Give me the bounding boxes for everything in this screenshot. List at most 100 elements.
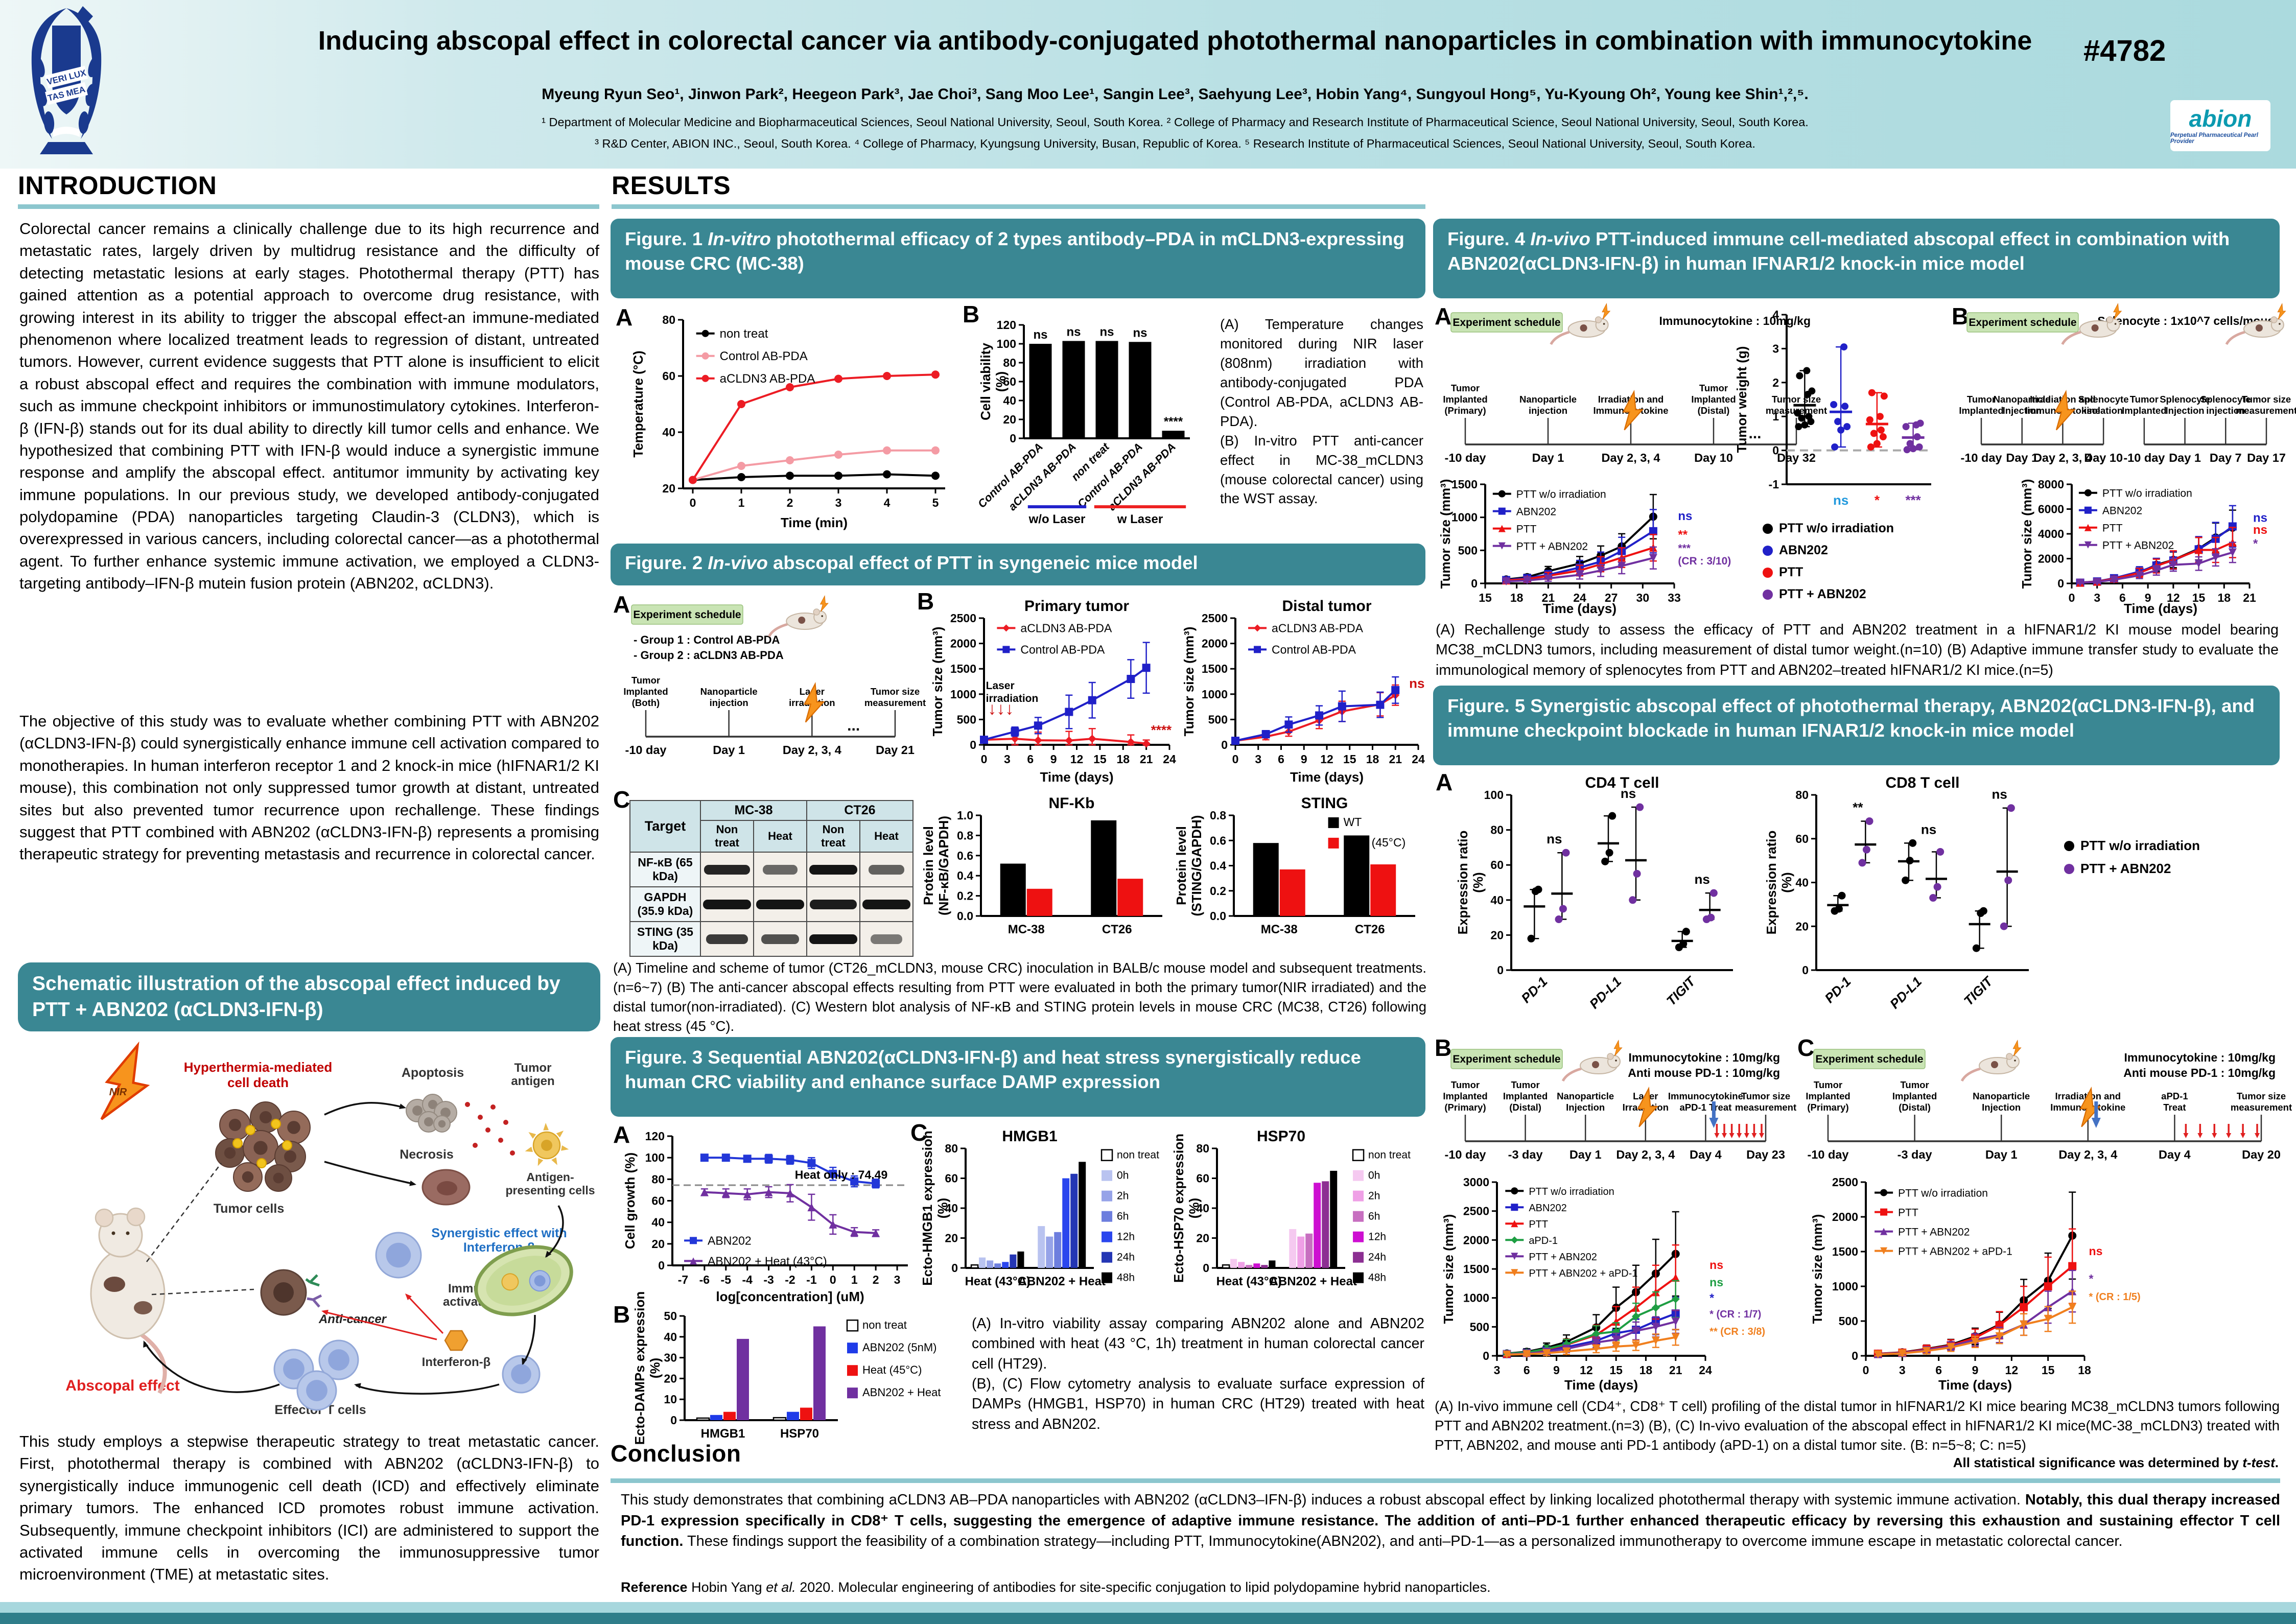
svg-text:CT26: CT26	[1355, 923, 1385, 936]
svg-text:Tumor size: Tumor size	[2237, 1091, 2286, 1101]
svg-text:PD-1: PD-1	[1821, 974, 1854, 1006]
figure1-temperature-chart: 20 40 60 80 Temperature (°C) Time (min) 0 1 2 3 4 5…	[629, 312, 956, 534]
svg-text:ns: ns	[1992, 787, 2007, 802]
svg-text:Tumor size (mm³): Tumor size (mm³)	[2019, 479, 2034, 589]
svg-text:500: 500	[957, 713, 976, 726]
svg-text:Tumor size (mm³): Tumor size (mm³)	[1810, 1214, 1825, 1324]
svg-text:Experiment schedule: Experiment schedule	[1452, 317, 1560, 328]
svg-text:15: 15	[1093, 752, 1107, 766]
svg-text:-1: -1	[806, 1273, 817, 1286]
svg-text:2000: 2000	[1463, 1233, 1489, 1246]
svg-text:measurement: measurement	[1735, 1102, 1796, 1113]
svg-text:18: 18	[2078, 1363, 2091, 1377]
svg-text:Tumor: Tumor	[1451, 1079, 1480, 1090]
figure1-viability-chart: 0 20 40 60 80 100 120 Cell viability (%) ns Contro…	[975, 305, 1194, 542]
svg-text:Tumor size (mm³): Tumor size (mm³)	[930, 627, 945, 737]
svg-text:PTT + ABN202: PTT + ABN202	[1516, 541, 1588, 553]
svg-text:Anti mouse PD-1 : 10mg/kg: Anti mouse PD-1 : 10mg/kg	[1628, 1066, 1780, 1079]
svg-text:0: 0	[951, 1261, 958, 1275]
svg-text:-7: -7	[678, 1273, 688, 1286]
svg-text:Immunocytokine: Immunocytokine	[1668, 1091, 1743, 1101]
svg-text:Time (days): Time (days)	[1564, 1377, 1638, 1393]
svg-text:1000: 1000	[1202, 688, 1228, 701]
legend-item: PTT	[1763, 565, 1936, 580]
svg-text:Injection: Injection	[1982, 1102, 2021, 1113]
svg-text:aPD-1: aPD-1	[1529, 1235, 1558, 1246]
svg-text:Control AB-PDA: Control AB-PDA	[1272, 643, 1356, 656]
svg-text:20: 20	[945, 1232, 958, 1245]
figure5-panelC-label: C	[1797, 1034, 1815, 1061]
svg-text:Immunocytokine : 10mg/kg: Immunocytokine : 10mg/kg	[1628, 1051, 1780, 1064]
svg-text:Day 1: Day 1	[1569, 1148, 1602, 1161]
svg-text:2000: 2000	[950, 637, 976, 650]
svg-text:0.0: 0.0	[1210, 909, 1226, 923]
svg-text:Time (days): Time (days)	[1938, 1377, 2012, 1393]
svg-text:-10 day: -10 day	[1445, 1148, 1486, 1161]
svg-text:12: 12	[1070, 752, 1084, 766]
svg-text:antigen: antigen	[511, 1074, 554, 1088]
svg-text:Primary tumor: Primary tumor	[1024, 598, 1129, 615]
svg-text:9: 9	[1972, 1363, 1979, 1377]
svg-text:24h: 24h	[1117, 1252, 1135, 1263]
figure3-panelA-label: A	[613, 1121, 630, 1148]
svg-text:-3 day: -3 day	[1897, 1148, 1932, 1161]
figure2-caption: (A) Timeline and scheme of tumor (CT26_m…	[613, 960, 1426, 1034]
svg-text:Experiment schedule: Experiment schedule	[633, 609, 741, 621]
svg-text:irradiation: irradiation	[986, 693, 1039, 704]
schematic-illustration: NIR Hyperthermia-mediated cell death Apopto…	[18, 1041, 600, 1427]
abion-logo: abion Perpetual Pharmaceutical Pearl Pro…	[2170, 100, 2270, 151]
svg-text:(NF-κB/GAPDH): (NF-κB/GAPDH)	[936, 816, 951, 915]
svg-text:Temperature (°C): Temperature (°C)	[630, 350, 646, 457]
conclusion-underline	[611, 1478, 2280, 1483]
svg-text:PTT: PTT	[1516, 524, 1537, 535]
svg-text:Tumor: Tumor	[2130, 394, 2159, 405]
svg-text:6h: 6h	[1117, 1211, 1129, 1222]
svg-text:cell death: cell death	[227, 1075, 289, 1090]
svg-text:60: 60	[1490, 858, 1504, 872]
svg-text:3: 3	[2094, 591, 2100, 604]
svg-text:3: 3	[835, 496, 842, 509]
svg-text:0: 0	[1221, 738, 1228, 751]
svg-text:10: 10	[664, 1393, 677, 1406]
svg-text:Tumor: Tumor	[514, 1061, 552, 1075]
svg-text:ABN202 + Heat: ABN202 + Heat	[1270, 1275, 1357, 1288]
svg-text:HSP70: HSP70	[780, 1427, 819, 1441]
svg-text:60: 60	[1795, 832, 1809, 845]
svg-text:Splenocyte: Splenocyte	[2078, 394, 2129, 405]
figure2-title: Figure. 2 In-vivo abscopal effect of PTT…	[611, 544, 1425, 585]
svg-text:3: 3	[894, 1273, 901, 1286]
svg-text:6: 6	[1935, 1363, 1942, 1377]
svg-text:-10 day: -10 day	[2123, 451, 2165, 464]
svg-text:2500: 2500	[1463, 1205, 1489, 1218]
legend-item: PTT w/o irradiation	[2064, 838, 2279, 854]
svg-text:1500: 1500	[1463, 1262, 1489, 1276]
svg-text:non treat: non treat	[1368, 1149, 1411, 1161]
header	[0, 0, 2296, 169]
figure2-panelC-label: C	[613, 786, 630, 813]
svg-text:ns: ns	[2089, 1244, 2103, 1258]
svg-text:PD-L1: PD-L1	[1586, 974, 1624, 1011]
svg-text:isolation: isolation	[2084, 405, 2123, 416]
svg-text:Implanted: Implanted	[1892, 1091, 1937, 1101]
figure5-panelC-schedule: Experiment schedule Immunocytokine : 10mg…	[1806, 1040, 2292, 1174]
figure4-caption: (A) Rechallenge study to assess the effi…	[1436, 622, 2279, 678]
svg-text:20: 20	[1490, 928, 1504, 942]
svg-text:1500: 1500	[950, 662, 976, 675]
svg-text:Nanoparticle: Nanoparticle	[1519, 394, 1577, 405]
figure3-title: Figure. 3 Sequential ABN202(αCLDN3-IFN-β…	[611, 1037, 1425, 1117]
svg-text:24: 24	[1163, 752, 1176, 766]
svg-text:1: 1	[851, 1273, 858, 1286]
svg-text:Control AB-PDA: Control AB-PDA	[720, 349, 808, 363]
figure3-cell-growth-chart: 0 20 40 60 80 100 120 Cell growth (%) log[concen…	[621, 1129, 915, 1308]
svg-text:Day 1: Day 1	[2006, 451, 2038, 464]
svg-text:1000: 1000	[950, 688, 976, 701]
svg-text:PTT: PTT	[1529, 1219, 1548, 1230]
figure2-experiment-schedule: Experiment schedule - Group 1 : Control A…	[623, 595, 926, 770]
svg-text:15: 15	[2042, 1363, 2055, 1377]
svg-text:40: 40	[1795, 876, 1809, 889]
svg-text:20: 20	[1003, 413, 1016, 426]
abion-logo-word: abion	[2189, 105, 2252, 132]
svg-text:18: 18	[1116, 752, 1130, 766]
svg-text:Tumor size (mm³): Tumor size (mm³)	[1438, 479, 1453, 589]
